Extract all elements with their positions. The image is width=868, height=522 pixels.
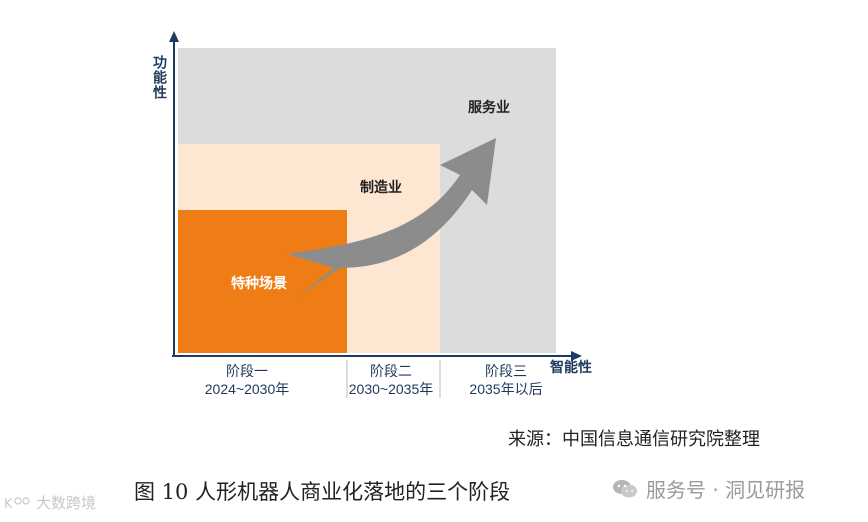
stage-2-name: 阶段二 bbox=[370, 363, 412, 379]
source-note: 来源：中国信息通信研究院整理 bbox=[508, 429, 760, 450]
svg-text:K: K bbox=[4, 497, 13, 511]
watermark-right-text: 服务号 · 洞见研报 bbox=[646, 478, 806, 502]
watermark-left-text: 大数跨境 bbox=[36, 494, 97, 512]
watermark-logo-icon: K bbox=[4, 497, 30, 511]
stage-2-period: 2030~2035年 bbox=[349, 381, 433, 397]
figure-caption: 图 10 人形机器人商业化落地的三个阶段 bbox=[134, 480, 511, 504]
zone-label-service: 服务业 bbox=[468, 99, 510, 115]
stage-1-period: 2024~2030年 bbox=[205, 381, 289, 397]
zone-label-manufacturing: 制造业 bbox=[360, 179, 402, 195]
stage-3-name: 阶段三 bbox=[485, 363, 527, 379]
x-axis-label: 智能性 bbox=[549, 359, 592, 375]
wechat-icon bbox=[613, 479, 637, 497]
growth-arrow-icon bbox=[287, 138, 496, 298]
stage-2-labels: 阶段二 2030~2035年 bbox=[349, 363, 433, 397]
axes bbox=[169, 31, 582, 361]
y-axis-label: 功能性 bbox=[152, 55, 168, 100]
watermark-right: 服务号 · 洞见研报 bbox=[612, 474, 805, 503]
zone-label-special: 特种场景 bbox=[231, 275, 287, 291]
y-axis-arrowhead bbox=[169, 31, 179, 42]
stage-1-name: 阶段一 bbox=[226, 363, 268, 379]
stage-1-labels: 阶段一 2024~2030年 bbox=[205, 363, 289, 397]
stage-3-labels: 阶段三 2035年以后 bbox=[469, 363, 542, 397]
stage-3-period: 2035年以后 bbox=[469, 381, 542, 397]
watermark-left: K 大数跨境 bbox=[4, 492, 96, 513]
x-axis-arrowhead bbox=[571, 351, 582, 361]
